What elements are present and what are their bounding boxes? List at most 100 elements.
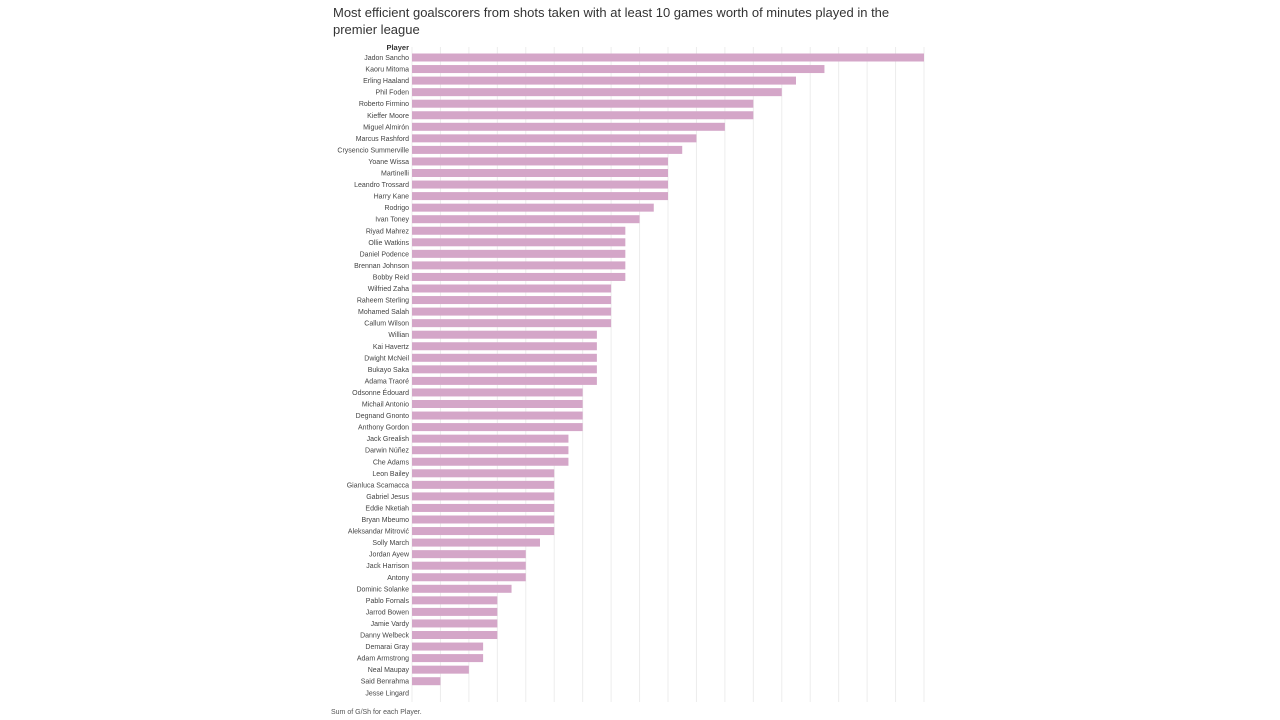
player-label: Daniel Podence xyxy=(360,251,410,258)
bar-row: Jadon Sancho xyxy=(364,53,924,62)
bar-row: Rodrigo xyxy=(384,203,654,212)
bar xyxy=(412,88,782,97)
bar-row: Adama Traoré xyxy=(365,376,597,385)
bar xyxy=(412,538,540,547)
bar xyxy=(412,180,668,189)
player-label: Antony xyxy=(387,575,409,582)
player-label: Aleksandar Mitrović xyxy=(348,529,410,536)
bar xyxy=(412,365,597,374)
player-label: Kieffer Moore xyxy=(367,113,409,120)
player-label: Michail Antonio xyxy=(362,402,409,409)
bar-row: Demarai Gray xyxy=(365,642,484,651)
bar-row: Darwin Núñez xyxy=(365,446,569,455)
player-label: Adama Traoré xyxy=(365,378,409,385)
bar-row: Ollie Watkins xyxy=(368,238,626,247)
player-label: Solly March xyxy=(372,540,409,547)
player-label: Dominic Solanke xyxy=(356,586,409,593)
bar-row: Riyad Mahrez xyxy=(366,226,626,235)
player-label: Demarai Gray xyxy=(365,644,409,651)
bar-row: Callum Wilson xyxy=(364,319,612,328)
bar xyxy=(412,99,754,108)
bar-row: Leandro Trossard xyxy=(354,180,668,189)
bar xyxy=(412,631,498,639)
player-label: Bobby Reid xyxy=(373,274,409,281)
bar xyxy=(412,226,626,235)
bar-row: Degnand Gnonto xyxy=(356,411,583,420)
player-label: Jesse Lingard xyxy=(365,690,409,697)
player-label: Bukayo Saka xyxy=(368,367,409,374)
bar xyxy=(412,342,597,351)
bar xyxy=(412,665,469,674)
player-label: Erling Haaland xyxy=(363,78,409,85)
player-label: Mohamed Salah xyxy=(358,309,409,316)
chart-title: Most efficient goalscorers from shots ta… xyxy=(333,5,890,37)
bar xyxy=(412,145,683,154)
player-label: Degnand Gnonto xyxy=(356,413,409,420)
bar-row: Marcus Rashford xyxy=(356,134,697,143)
player-label: Jack Harrison xyxy=(366,563,409,570)
player-label: Neal Maupay xyxy=(368,667,410,674)
bar-row: Danny Welbeck xyxy=(360,631,498,640)
player-label: Jadon Sancho xyxy=(364,55,409,62)
bar xyxy=(412,411,583,420)
bar xyxy=(412,654,484,663)
bar xyxy=(412,503,555,512)
bar xyxy=(412,53,924,62)
bar xyxy=(412,584,512,593)
player-label: Marcus Rashford xyxy=(356,136,409,143)
bar xyxy=(412,492,555,501)
gridlines xyxy=(411,47,925,702)
bar xyxy=(412,157,668,166)
player-label: Raheem Sterling xyxy=(357,298,409,305)
bar-row: Jamie Vardy xyxy=(371,619,498,628)
player-label: Said Benrahma xyxy=(361,679,409,686)
bar-row: Yoane Wissa xyxy=(368,157,668,166)
bar-row: Brennan Johnson xyxy=(354,261,626,270)
player-label: Dwight McNeil xyxy=(364,355,409,362)
bar-row: Leon Bailey xyxy=(372,469,555,478)
bar-row: Gabriel Jesus xyxy=(366,492,555,501)
bar-row: Neal Maupay xyxy=(368,665,469,674)
bar-row: Bobby Reid xyxy=(373,272,626,281)
player-label: Martinelli xyxy=(381,171,409,178)
bar-row: Said Benrahma xyxy=(361,677,441,686)
bar-row: Martinelli xyxy=(381,169,668,178)
player-label: Gianluca Scamacca xyxy=(347,482,409,489)
bar-row: Dwight McNeil xyxy=(364,353,597,362)
bar xyxy=(412,388,583,397)
bar-row: Che Adams xyxy=(373,457,569,466)
bar xyxy=(412,307,612,316)
bar-row: Kai Havertz xyxy=(373,342,597,351)
bar-row: Roberto Firmino xyxy=(359,99,754,108)
bar-row: Odsonne Édouard xyxy=(352,388,583,397)
bar-row: Gianluca Scamacca xyxy=(347,480,555,489)
bar xyxy=(412,249,626,258)
player-label: Eddie Nketiah xyxy=(365,505,409,512)
bar xyxy=(412,238,626,247)
bar-row: Bryan Mbeumo xyxy=(362,515,555,524)
bar xyxy=(412,480,555,489)
bar xyxy=(412,203,654,212)
player-label: Phil Foden xyxy=(376,90,410,97)
bar-row: Phil Foden xyxy=(376,88,782,97)
player-label: Odsonne Édouard xyxy=(352,388,409,397)
bar xyxy=(412,446,569,455)
bar xyxy=(412,561,526,570)
player-label: Kai Havertz xyxy=(373,344,410,351)
bar-row: Dominic Solanke xyxy=(356,584,512,593)
bar xyxy=(412,515,555,524)
bar-row: Jack Grealish xyxy=(367,434,569,443)
bar xyxy=(412,400,583,408)
bar xyxy=(412,272,626,281)
bar xyxy=(412,607,498,616)
player-label: Anthony Gordon xyxy=(358,425,409,432)
player-label: Bryan Mbeumo xyxy=(362,517,410,524)
player-label: Gabriel Jesus xyxy=(366,494,409,501)
player-label: Brennan Johnson xyxy=(354,263,409,270)
bar xyxy=(412,65,825,74)
bar-row: Miguel Almirón xyxy=(363,122,725,131)
player-label: Ivan Toney xyxy=(375,217,409,224)
player-label: Wilfried Zaha xyxy=(368,286,409,293)
bar xyxy=(412,457,569,466)
